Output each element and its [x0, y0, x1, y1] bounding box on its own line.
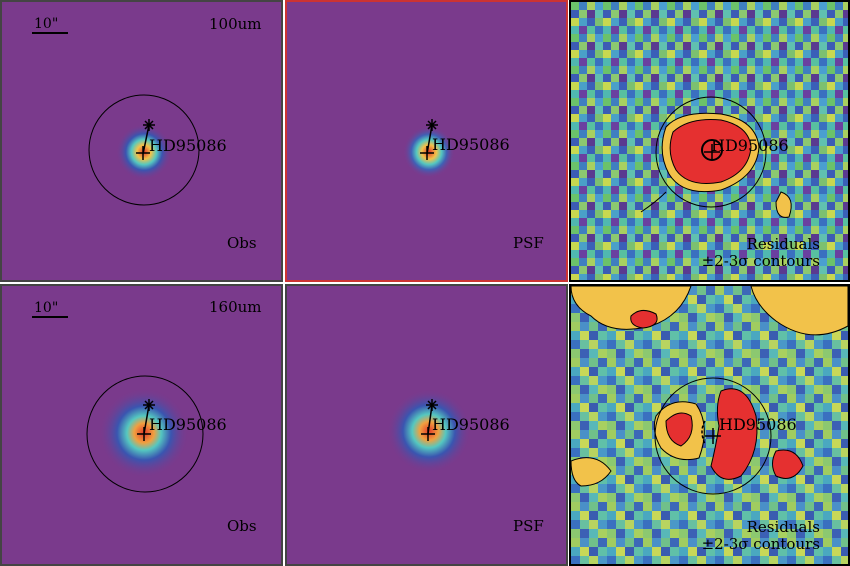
residuals-label: Residuals ±2-3σ contours	[701, 235, 820, 270]
band-label: 100um	[209, 15, 262, 33]
obs-image-160um	[2, 286, 281, 564]
star-label: HD95086	[711, 136, 789, 155]
psf-panel-100um: 40 30 20 HD95086 PSF	[285, 0, 568, 282]
star-label: HD95086	[432, 135, 510, 154]
obs-label: Obs	[227, 517, 257, 535]
band-label: 160um	[209, 298, 262, 316]
residual-map-160um	[571, 286, 848, 564]
psf-image-100um	[287, 2, 566, 280]
psf-label: PSF	[513, 517, 544, 535]
aperture-circle	[88, 94, 200, 206]
residual-panel-160um: HD95086 Residuals ±2-3σ contours	[569, 284, 850, 566]
obs-label: Obs	[227, 234, 257, 252]
obs-panel-160um: 10" 160um HD95086 Obs	[0, 284, 283, 566]
star-label: HD95086	[149, 415, 227, 434]
aperture-circle	[654, 377, 772, 495]
star-position-marker	[136, 119, 155, 160]
star-label: HD95086	[719, 415, 797, 434]
psf-image-160um	[287, 286, 566, 564]
obs-panel-100um: 10" 100um HD95086 Obs	[0, 0, 283, 282]
aperture-circle	[86, 375, 204, 493]
obs-image-100um	[2, 2, 281, 280]
psf-label: PSF	[513, 234, 544, 252]
star-label: HD95086	[432, 415, 510, 434]
residual-map-100um	[571, 2, 848, 280]
psf-panel-160um: 20 15 10 HD95086 PSF	[285, 284, 568, 566]
aperture-circle	[655, 96, 767, 208]
residual-panel-100um: HD95086 Residuals ±2-3σ contours	[569, 0, 850, 282]
residuals-label: Residuals ±2-3σ contours	[701, 518, 820, 553]
star-label: HD95086	[149, 136, 227, 155]
